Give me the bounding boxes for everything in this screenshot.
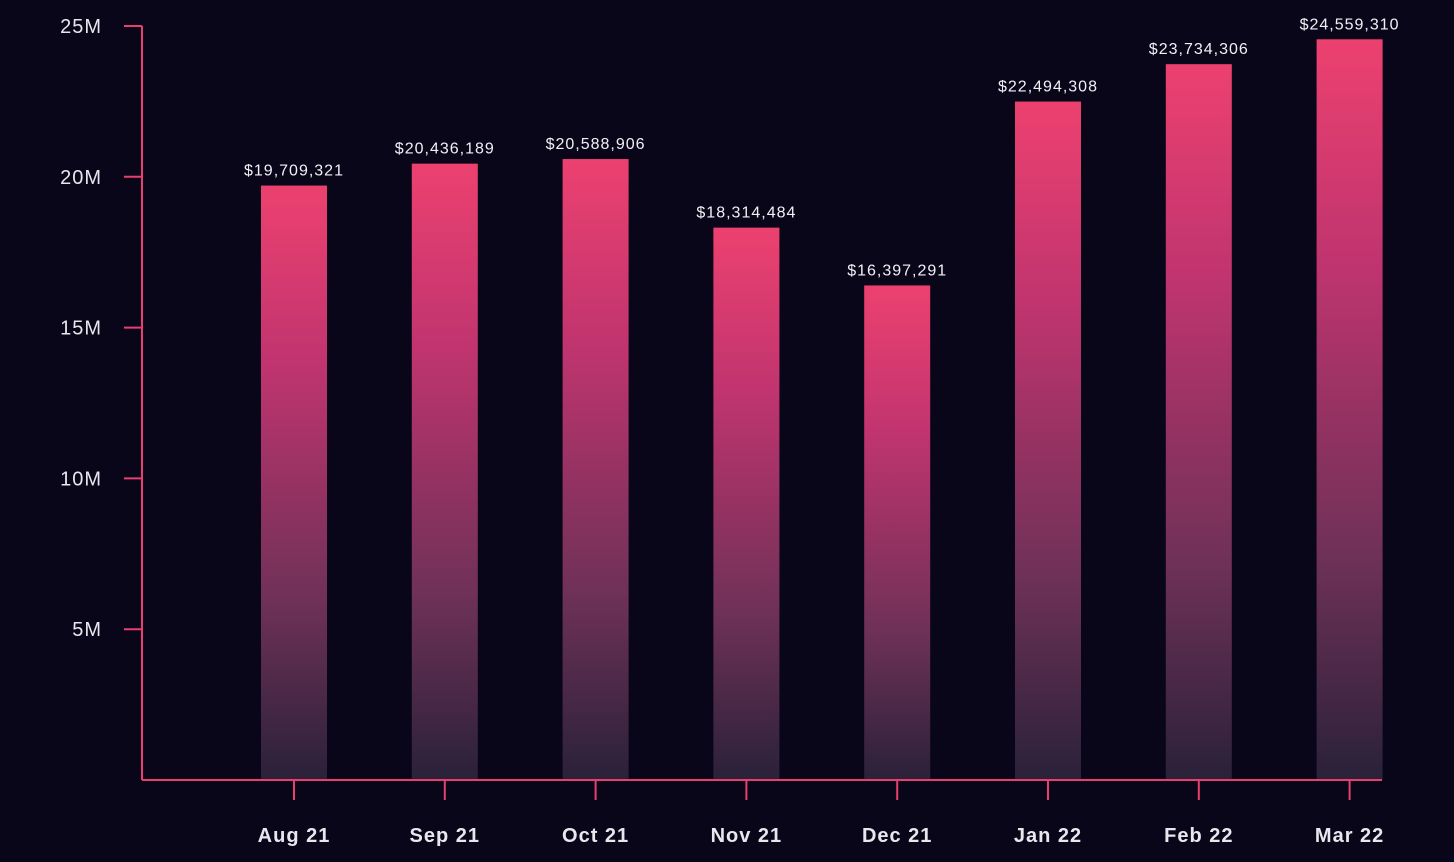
bar-value-label: $22,494,308 — [998, 79, 1098, 96]
x-tick-label: Jan 22 — [1014, 825, 1082, 847]
labels-layer: 5M 10M 15M 20M 25M Aug 21 $19,709,321 Sep 21 $20… — [60, 16, 1400, 847]
bar-value-label: $24,559,310 — [1300, 16, 1400, 33]
y-tick-label: 15M — [60, 318, 102, 340]
x-tick-label: Aug 21 — [258, 825, 331, 847]
bar — [562, 159, 629, 781]
bar — [411, 163, 478, 781]
x-tick-label: Dec 21 — [862, 825, 933, 847]
bar-value-label: $23,734,306 — [1149, 41, 1249, 58]
bars-layer — [261, 39, 1383, 781]
y-tick-label: 25M — [60, 16, 102, 38]
x-tick-label: Oct 21 — [562, 825, 629, 847]
x-tick-label: Nov 21 — [711, 825, 783, 847]
bar — [1165, 64, 1232, 780]
y-tick-label: 5M — [72, 619, 102, 641]
bar-value-label: $16,397,291 — [847, 262, 947, 279]
bar — [864, 285, 931, 780]
x-tick-label: Mar 22 — [1315, 825, 1384, 847]
bar-value-label: $20,588,906 — [546, 136, 646, 153]
bar — [1015, 101, 1081, 781]
y-tick-label: 10M — [60, 468, 102, 490]
axis-layer — [124, 25, 1382, 800]
bar-value-label: $20,436,189 — [395, 141, 495, 158]
x-tick-label: Feb 22 — [1164, 825, 1233, 847]
bar-value-label: $18,314,484 — [696, 205, 796, 222]
y-tick-label: 20M — [60, 167, 102, 189]
bar — [261, 185, 327, 780]
bar-value-label: $19,709,321 — [244, 163, 344, 180]
x-tick-label: Sep 21 — [410, 825, 480, 847]
bar — [1316, 39, 1383, 781]
bar — [713, 227, 780, 781]
